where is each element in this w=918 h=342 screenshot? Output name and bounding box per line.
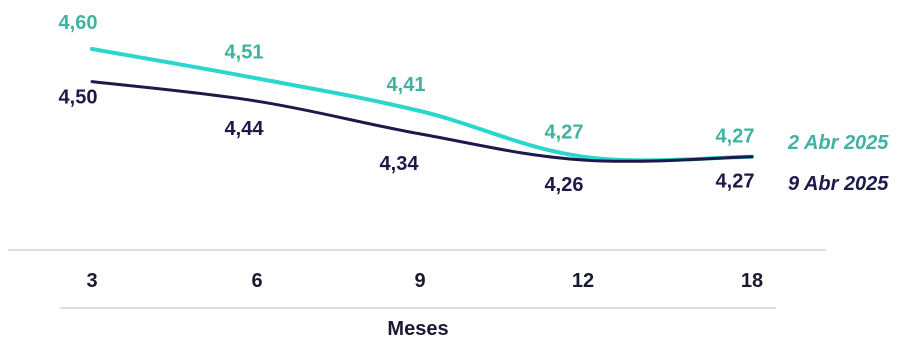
data-label-9-abr-2025-18: 4,27: [716, 171, 755, 193]
x-tick-label-3: 3: [86, 270, 97, 292]
data-label-9-abr-2025-12: 4,26: [545, 174, 584, 196]
legend-label-2-abr-2025: 2 Abr 2025: [787, 132, 889, 154]
data-label-2-abr-2025-18: 4,27: [716, 126, 755, 148]
data-label-2-abr-2025-9: 4,41: [387, 74, 426, 96]
data-label-2-abr-2025-3: 4,60: [59, 12, 98, 34]
series-line-9-abr-2025: [90, 80, 754, 163]
data-label-2-abr-2025-6: 4,51: [225, 41, 264, 63]
data-labels-9-abr-2025: 4,50 4,44 4,34 4,26 4,27: [59, 87, 755, 196]
x-tick-label-6: 6: [251, 270, 262, 292]
x-tick-label-12: 12: [572, 270, 594, 292]
data-label-9-abr-2025-9: 4,34: [380, 153, 420, 175]
legend-label-9-abr-2025: 9 Abr 2025: [788, 173, 889, 195]
x-axis-title: Meses: [387, 318, 448, 340]
x-tick-label-18: 18: [741, 270, 763, 292]
data-label-2-abr-2025-12: 4,27: [545, 122, 584, 144]
data-label-9-abr-2025-6: 4,44: [225, 118, 265, 140]
data-label-9-abr-2025-3: 4,50: [59, 87, 98, 109]
x-tick-labels: 3 6 9 12 18: [86, 270, 763, 292]
data-labels-2-abr-2025: 4,60 4,51 4,41 4,27 4,27: [59, 12, 755, 148]
series-line-2-abr-2025: [90, 47, 754, 163]
x-tick-label-9: 9: [414, 270, 425, 292]
